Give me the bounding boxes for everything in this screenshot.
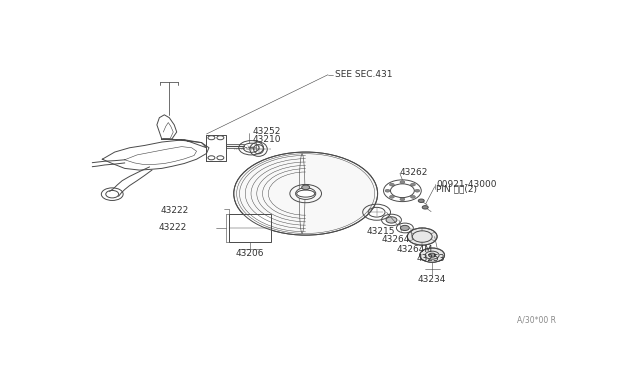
Text: 43252: 43252: [252, 126, 280, 136]
Circle shape: [385, 189, 390, 192]
Text: 00921-43000: 00921-43000: [436, 180, 497, 189]
Text: 43222: 43222: [158, 224, 187, 232]
Circle shape: [217, 136, 224, 140]
Circle shape: [217, 156, 224, 160]
Circle shape: [301, 185, 310, 190]
Circle shape: [410, 183, 415, 186]
Text: 43253: 43253: [416, 254, 445, 263]
Circle shape: [234, 152, 378, 235]
Text: 43210: 43210: [252, 135, 280, 144]
Text: 43264: 43264: [381, 235, 410, 244]
Circle shape: [415, 189, 420, 192]
Text: 43222: 43222: [161, 206, 189, 215]
Bar: [229, 214, 271, 242]
Text: 43215: 43215: [367, 227, 395, 236]
Circle shape: [208, 156, 215, 160]
Text: 43264M: 43264M: [396, 245, 433, 254]
Circle shape: [407, 228, 437, 245]
Circle shape: [386, 217, 397, 223]
Circle shape: [400, 198, 405, 201]
Circle shape: [422, 206, 428, 209]
Circle shape: [400, 181, 405, 183]
Circle shape: [419, 199, 424, 202]
Circle shape: [389, 183, 394, 186]
Circle shape: [401, 225, 410, 231]
Text: 43234: 43234: [418, 275, 446, 284]
Text: 43206: 43206: [236, 249, 264, 258]
Circle shape: [410, 195, 415, 198]
Circle shape: [208, 136, 215, 140]
Circle shape: [296, 188, 316, 199]
Circle shape: [429, 253, 436, 257]
Text: A/30*00 R: A/30*00 R: [517, 316, 556, 325]
Text: PIN ピン(2): PIN ピン(2): [436, 185, 477, 193]
Circle shape: [389, 195, 394, 198]
Circle shape: [420, 248, 445, 262]
Text: SEE SEC.431: SEE SEC.431: [335, 70, 393, 79]
Text: 43262: 43262: [400, 168, 428, 177]
